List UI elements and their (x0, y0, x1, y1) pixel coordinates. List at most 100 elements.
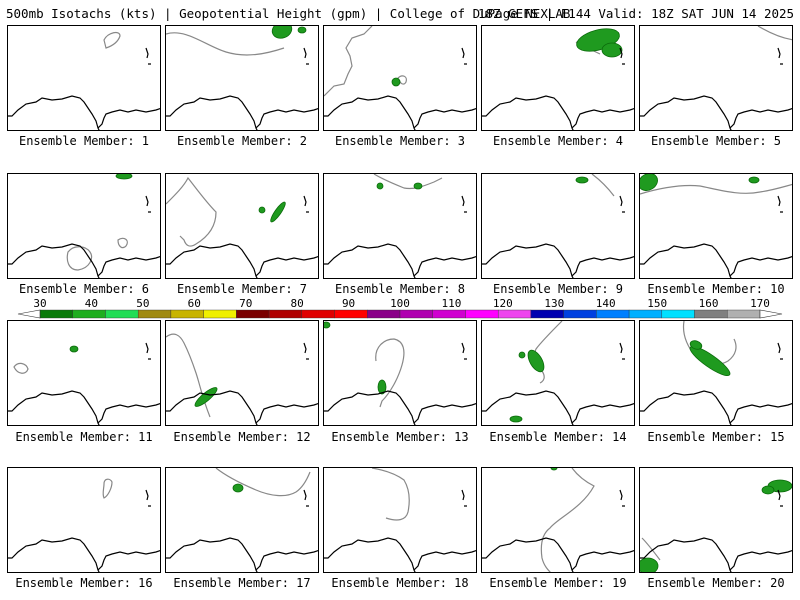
height-contour (166, 333, 211, 418)
isotach-colorbar: 30 40 50 60 70 80 90 100 110 120 130 140 150 160 170 (17, 297, 783, 319)
ensemble-member-label: Ensemble Member: 4 (492, 134, 624, 148)
lake-outline (619, 489, 625, 507)
ensemble-member-9-map (481, 173, 635, 279)
isotach-shading (413, 182, 423, 190)
isotach-shading (761, 485, 775, 495)
height-contour (757, 26, 792, 41)
colorbar-swatch (203, 309, 237, 319)
member-map-canvas (482, 468, 634, 572)
colorbar-swatch (301, 309, 335, 319)
colorbar-tick-label: 130 (544, 297, 564, 310)
ensemble-member-label: Ensemble Member: 15 (647, 430, 785, 444)
colorbar-tick-label: 170 (750, 297, 770, 310)
lake-outline (777, 489, 783, 507)
colorbar-tick-label: 60 (188, 297, 201, 310)
ensemble-member-label: Ensemble Member: 20 (647, 576, 785, 590)
ensemble-member-5-map (639, 25, 793, 131)
colorbar-swatch (497, 309, 532, 319)
ensemble-member-label: Ensemble Member: 7 (176, 282, 308, 296)
colorbar-tick-label: 100 (390, 297, 410, 310)
map-title: 500mb Isotachs (kts) | Geopotential Heig… (6, 6, 571, 21)
colorbar-swatch (694, 309, 728, 319)
isotach-shading (601, 42, 623, 58)
member-map-canvas (640, 479, 792, 572)
colorbar-tick-label: 90 (342, 297, 355, 310)
coastline (8, 537, 160, 572)
coastline (324, 243, 476, 278)
colorbar-swatch (236, 309, 270, 319)
ensemble-member-label: Ensemble Member: 1 (18, 134, 150, 148)
coastline (482, 537, 634, 572)
isotach-shading (689, 340, 703, 350)
colorbar-tick-label: 40 (85, 297, 98, 310)
ensemble-member-label: Ensemble Member: 9 (492, 282, 624, 296)
lake-outline (145, 195, 151, 213)
ensemble-member-7-map (165, 173, 319, 279)
lake-outline (461, 47, 467, 65)
colorbar-tick-label: 50 (136, 297, 149, 310)
height-contour (166, 176, 217, 247)
coastline (640, 243, 792, 278)
colorbar-tick-label: 140 (596, 297, 616, 310)
colorbar-swatch (432, 309, 466, 319)
member-map-canvas (640, 321, 792, 425)
ensemble-member-17-map (165, 467, 319, 573)
coastline (324, 95, 476, 130)
isotach-shading (748, 176, 760, 184)
lake-outline (777, 195, 783, 213)
ensemble-member-15-map (639, 320, 793, 426)
lake-outline (145, 489, 151, 507)
coastline (324, 537, 476, 572)
isotach-shading (527, 349, 545, 373)
isotach-shading (376, 182, 384, 190)
colorbar-swatch (563, 309, 597, 319)
isotach-shading (689, 345, 731, 377)
member-map-canvas (166, 176, 318, 278)
height-contour (373, 174, 443, 190)
lake-outline (145, 342, 151, 360)
colorbar-swatch (628, 309, 663, 319)
colorbar-swatch (137, 309, 172, 319)
coastline (8, 243, 160, 278)
isotach-shading (509, 415, 523, 423)
height-contour (117, 237, 128, 249)
ensemble-member-18-map (323, 467, 477, 573)
colorbar-swatch (367, 309, 401, 319)
lake-outline (303, 195, 309, 213)
isotach-shading (69, 345, 79, 353)
member-map-canvas (324, 321, 476, 425)
ensemble-member-1-map (7, 25, 161, 131)
height-contour (640, 183, 792, 195)
colorbar-swatch (334, 309, 368, 319)
member-map-canvas (640, 174, 792, 278)
coastline (166, 390, 318, 425)
member-map-canvas (166, 26, 318, 130)
ensemble-member-11-map (7, 320, 161, 426)
ensemble-member-label: Ensemble Member: 10 (647, 282, 785, 296)
height-contour (371, 468, 410, 521)
colorbar-swatch (268, 309, 303, 319)
height-contour (166, 32, 285, 56)
colorbar-arrow-left (17, 309, 41, 319)
coastline (482, 243, 634, 278)
ensemble-member-label: Ensemble Member: 2 (176, 134, 308, 148)
isotach-shading (258, 206, 266, 214)
ensemble-member-label: Ensemble Member: 8 (334, 282, 466, 296)
ensemble-member-label: Ensemble Member: 12 (173, 430, 311, 444)
height-contour (324, 26, 373, 97)
lake-outline (619, 195, 625, 213)
lake-outline (303, 489, 309, 507)
colorbar-swatch (399, 309, 433, 319)
isotach-shading (391, 77, 401, 87)
coastline (482, 95, 634, 130)
colorbar-tick-label: 80 (291, 297, 304, 310)
member-map-canvas (166, 333, 318, 425)
colorbar-tick-label: 70 (239, 297, 252, 310)
ensemble-member-label: Ensemble Member: 18 (331, 576, 469, 590)
member-map-canvas (324, 26, 476, 130)
ensemble-member-10-map (639, 173, 793, 279)
colorbar-tick-label: 110 (441, 297, 461, 310)
member-map-canvas (482, 174, 634, 278)
ensemble-member-3-map (323, 25, 477, 131)
member-map-canvas (8, 342, 160, 425)
